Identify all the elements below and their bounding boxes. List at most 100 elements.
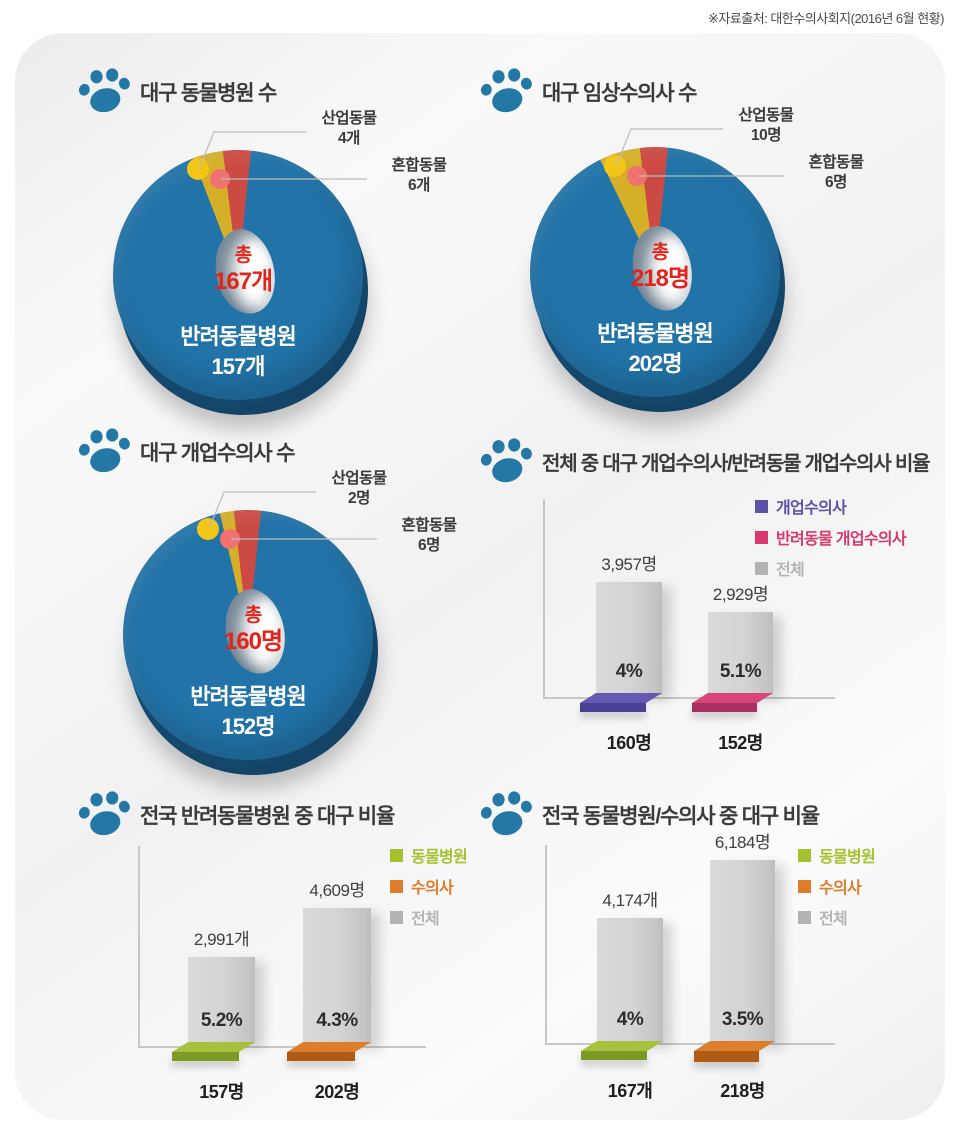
callout-leader-lines (208, 491, 377, 540)
chart-title: 대구 동물병원 수 (140, 81, 277, 105)
bar-category-label: 167개 (607, 1081, 653, 1101)
legend-item-total: 전체 (755, 556, 906, 580)
bar-group: 4,174개 4% 167개 (580, 891, 663, 1103)
chart-title: 전국 반려동물병원 중 대구 비율 (140, 804, 395, 828)
section-header: 대구 동물병원 수 (76, 68, 277, 115)
main-slice-label: 반려동물병원 152명 (190, 684, 306, 739)
section-practicing-vet-ratio: 전체 중 대구 개업수의사/반려동물 개업수의사 비율 개업수의사 반려동물 개… (462, 430, 932, 765)
legend-item-vets: 수의사 (798, 874, 875, 898)
callout-mixed: 혼합동물 6명 (808, 154, 864, 191)
bar-base-3d (691, 693, 773, 715)
bar: 5.1% (708, 612, 773, 695)
bar-base-3d (286, 1042, 371, 1064)
legend-swatch (390, 879, 403, 893)
section-header: 대구 임상수의사 수 (478, 68, 697, 115)
bar: 4% (596, 582, 662, 695)
bar: 5.2% (188, 957, 255, 1044)
legend-swatch (390, 848, 403, 862)
industrial-slice-dot (604, 155, 626, 177)
bar-base-3d (579, 693, 662, 715)
legend-item-total: 전체 (390, 905, 467, 929)
donut-total: 총 160명 (195, 604, 311, 656)
mixed-slice-dot (627, 166, 647, 186)
section-header: 전국 동물병원/수의사 중 대구 비율 (478, 791, 820, 838)
chart-title: 대구 개업수의사 수 (140, 441, 295, 465)
bar: 3.5% (710, 860, 775, 1043)
legend-swatch (755, 499, 768, 513)
legend-item-vets: 수의사 (390, 874, 467, 898)
legend-swatch (798, 848, 811, 862)
bar-total-label: 3,957명 (601, 555, 657, 574)
source-note: ※자료출처: 대한수의사회지(2016년 6월 현황) (707, 11, 945, 26)
bar-category-label: 160명 (606, 733, 652, 753)
x-axis (138, 1046, 426, 1048)
legend: 동물병원 수의사 전체 (390, 843, 468, 929)
total-value: 160명 (223, 628, 283, 655)
bar-percent-label: 5.1% (719, 661, 762, 682)
section-daegu-animal-hospitals: 대구 동물병원 수 총 167개 반려동물병원 157개 산업동물 4개 (60, 60, 460, 422)
y-axis (138, 846, 140, 1047)
bar-total-label: 2,929명 (712, 585, 769, 604)
main-slice-label: 반려동물병원 157개 (180, 324, 296, 379)
callout-leader-lines (198, 131, 367, 180)
section-national-pet-hospital-ratio: 전국 반려동물병원 중 대구 비율 동물병원 수의사 전체 2,991개 5.2… (60, 783, 468, 1118)
bar-percent-label: 4.3% (316, 1010, 358, 1031)
bar-percent-label: 4% (615, 661, 643, 682)
legend-item-pet-practicing-vets: 반려동물 개업수의사 (755, 525, 907, 549)
chart-title: 전국 동물병원/수의사 중 대구 비율 (542, 804, 820, 828)
bar-base-3d (580, 1041, 663, 1063)
x-axis (543, 697, 835, 699)
total-label: 총 (244, 605, 262, 626)
bar-percent-label: 3.5% (721, 1009, 764, 1030)
bar-group: 3,957명 4% 160명 (579, 555, 662, 755)
bar-group: 6,184명 3.5% 218명 (693, 834, 775, 1103)
total-label: 총 (234, 245, 252, 266)
bar-base-3d (171, 1042, 255, 1064)
bar-category-label: 152명 (718, 733, 763, 753)
chart-title: 대구 임상수의사 수 (542, 81, 697, 105)
legend-item-practicing-vets: 개업수의사 (755, 494, 906, 518)
section-daegu-clinical-vets: 대구 임상수의사 수 총 218명 반려동물병원 202명 산업동물 10명 (462, 60, 912, 422)
bar-category-label: 157명 (199, 1082, 244, 1102)
y-axis (543, 500, 545, 698)
bar-total-label: 4,174개 (602, 891, 658, 910)
chart-title: 전체 중 대구 개업수의사/반려동물 개업수의사 비율 (542, 453, 931, 475)
legend-swatch (755, 561, 768, 575)
paw-icon (478, 438, 533, 485)
section-header: 전국 반려동물병원 중 대구 비율 (76, 791, 395, 838)
legend-swatch (390, 910, 403, 924)
x-axis (545, 1043, 835, 1045)
callout-leader-lines (615, 128, 784, 177)
legend-swatch (798, 910, 811, 924)
bar-percent-label: 4% (616, 1009, 644, 1030)
bar-base-3d (693, 1041, 775, 1063)
y-axis (545, 845, 547, 1044)
legend-item-animal-hospitals: 동물병원 (390, 843, 468, 867)
legend: 개업수의사 반려동물 개업수의사 전체 (755, 494, 907, 580)
bar-category-label: 202명 (314, 1082, 360, 1102)
donut-chart: 총 160명 반려동물병원 152명 산업동물 2명 혼합동물 6명 (123, 470, 457, 775)
total-value: 218명 (630, 265, 690, 292)
section-header: 대구 개업수의사 수 (76, 428, 295, 475)
paw-icon (478, 68, 533, 115)
total-value: 167개 (213, 268, 273, 295)
main-slice-label: 반려동물병원 202명 (597, 321, 713, 376)
donut-total: 총 167개 (185, 244, 301, 296)
bar-total-label: 2,991개 (193, 930, 250, 949)
total-label: 총 (651, 242, 669, 263)
legend-swatch (798, 879, 811, 893)
bar-percent-label: 5.2% (200, 1010, 243, 1031)
legend-item-animal-hospitals: 동물병원 (798, 843, 876, 867)
industrial-slice-dot (197, 518, 219, 540)
section-national-total-ratio: 전국 동물병원/수의사 중 대구 비율 동물병원 수의사 전체 4,174개 4… (462, 783, 932, 1118)
bar-group: 2,991개 5.2% 157명 (171, 930, 255, 1104)
callout-industrial: 산업동물 2명 (331, 470, 387, 507)
industrial-slice-dot (187, 158, 209, 180)
legend-swatch (755, 530, 768, 544)
paw-icon (76, 791, 131, 838)
callout-mixed: 혼합동물 6명 (401, 517, 457, 554)
donut-total: 총 218명 (602, 241, 718, 293)
bar-category-label: 218명 (720, 1081, 765, 1101)
paw-icon (478, 791, 533, 838)
